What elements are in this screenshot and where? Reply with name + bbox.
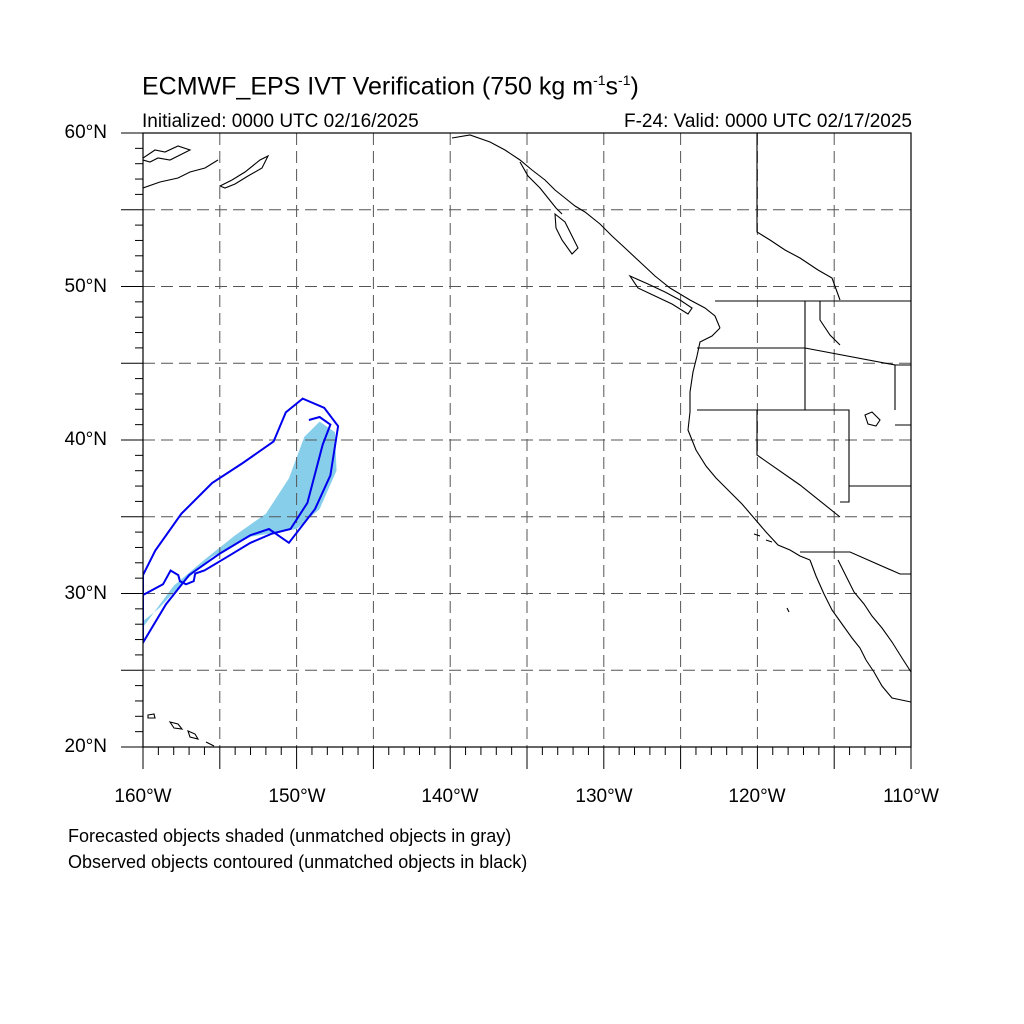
lon-label-150w: 150°W <box>268 786 326 807</box>
map-frame <box>142 132 912 748</box>
coastline-segment <box>554 212 579 255</box>
coastline-segment <box>143 145 192 163</box>
lat-label-20: 20°N <box>64 736 107 757</box>
coastline-segment <box>809 559 867 661</box>
coastline-segment <box>756 133 841 301</box>
lat-label-50: 50°N <box>64 276 107 297</box>
coastline-segment <box>147 713 156 719</box>
coastline-segment <box>756 410 841 518</box>
coastline-segment <box>451 134 721 329</box>
coastline-segment <box>628 274 693 315</box>
observed-object-contour-inner <box>143 415 332 596</box>
lon-label-160w: 160°W <box>114 786 172 807</box>
coastline-segment <box>519 161 563 215</box>
coastline-segment <box>864 411 881 427</box>
coastline-segment <box>865 659 911 703</box>
lat-label-60: 60°N <box>64 122 107 143</box>
lat-label-30: 30°N <box>64 583 107 604</box>
coastline-segment <box>895 364 911 426</box>
footnote-observed: Observed objects contoured (unmatched ob… <box>68 852 528 872</box>
coastline-segment <box>687 327 811 561</box>
valid-time-label: F-24: Valid: 0000 UTC 02/17/2025 <box>624 111 912 132</box>
lon-label-130w: 130°W <box>575 786 633 807</box>
chart-title: ECMWF_EPS IVT Verification (750 kg m-1s-… <box>142 72 639 101</box>
map-plot-area <box>143 133 911 747</box>
lon-label-110w: 110°W <box>883 786 939 807</box>
coastline-segment <box>786 607 790 613</box>
coastline-segment <box>218 154 270 189</box>
observed-object-contour <box>143 397 340 645</box>
forecast-object-shaded <box>143 421 337 628</box>
coastline-segment <box>753 533 773 543</box>
lon-label-120w: 120°W <box>728 786 786 807</box>
coastline-segment <box>800 551 911 575</box>
coastline-segment <box>143 159 219 189</box>
gridlines <box>143 133 911 747</box>
coastline-segment <box>819 301 841 346</box>
lat-label-40: 40°N <box>64 429 107 450</box>
coastline-segment <box>837 559 911 673</box>
coastlines <box>143 133 911 747</box>
coastline-segment <box>697 409 850 503</box>
coastline-segment <box>168 721 184 730</box>
axis-ticks <box>121 132 912 769</box>
lon-label-140w: 140°W <box>421 786 479 807</box>
coastline-segment <box>205 741 215 747</box>
footnote-forecast: Forecasted objects shaded (unmatched obj… <box>68 826 512 846</box>
coastline-segment <box>187 730 200 740</box>
initialized-label: Initialized: 0000 UTC 02/16/2025 <box>142 111 419 132</box>
